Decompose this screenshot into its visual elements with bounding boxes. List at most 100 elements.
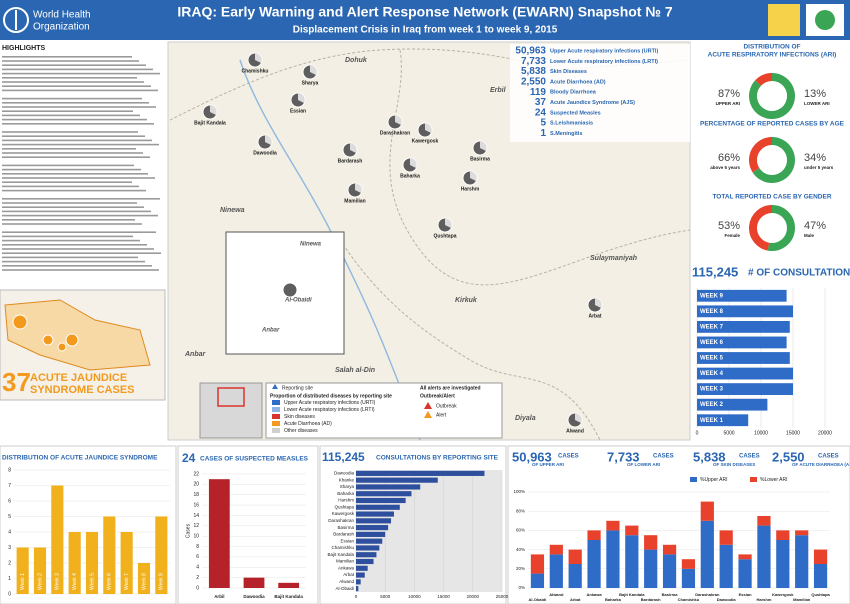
jaundice-label: SYNDROME CASES xyxy=(30,384,135,396)
category-label: Arbat xyxy=(343,572,355,577)
map-legend xyxy=(265,382,503,439)
text-line xyxy=(2,102,149,104)
total-sub: OF LOWER ARI xyxy=(627,462,660,467)
summary-label: S.Leishmaniasis xyxy=(550,121,593,127)
summary-label: Bloody Diarrhoea xyxy=(550,90,597,96)
bar-segment xyxy=(568,549,582,564)
site-pie-slice xyxy=(210,105,217,115)
text-line xyxy=(2,269,159,271)
donut-segment xyxy=(755,73,773,86)
total-count: 2,550 xyxy=(772,449,805,464)
bar xyxy=(697,367,793,380)
category-label: Week 7 xyxy=(124,573,130,590)
bar-segment xyxy=(813,549,828,564)
border xyxy=(339,239,601,441)
bar-segment xyxy=(700,501,714,521)
text-line xyxy=(2,64,146,66)
donut-category: Male xyxy=(804,233,815,238)
text-line xyxy=(2,89,158,92)
text-line xyxy=(2,219,135,221)
summary-label: Lower Acute respiratory infections (LRTI… xyxy=(550,59,658,65)
bar xyxy=(120,532,133,594)
overview-map xyxy=(199,382,263,439)
text-line xyxy=(2,239,140,242)
inset-label: Anbar xyxy=(261,328,280,334)
bar-segment xyxy=(644,549,658,588)
site-pie-slice xyxy=(395,115,402,125)
site-label: Qushtapa xyxy=(433,233,456,239)
y-tick-label: 8 xyxy=(8,467,11,473)
category-label: WEEK 3 xyxy=(700,387,724,393)
bar xyxy=(697,336,787,349)
site-label: Sharya xyxy=(302,80,319,86)
y-tick-label: 14 xyxy=(193,513,199,519)
bar-segment xyxy=(549,544,563,555)
bar xyxy=(697,398,768,411)
site-pie-slice xyxy=(425,123,432,133)
text-line xyxy=(2,198,160,200)
category-label: Alwand xyxy=(549,592,564,597)
bar xyxy=(33,547,47,594)
bar xyxy=(137,563,151,594)
total-label: CASES xyxy=(653,454,674,460)
x-tick-label: 20000 xyxy=(467,594,480,599)
header-bar xyxy=(0,0,850,40)
y-tick-label: 4 xyxy=(8,529,11,535)
bar xyxy=(356,497,406,504)
bar-segment xyxy=(530,554,545,574)
y-tick-label: 60% xyxy=(516,528,525,533)
y-tick-label: 4 xyxy=(196,565,199,571)
bar xyxy=(356,572,365,578)
category-label: Week 8 xyxy=(141,573,147,590)
bar xyxy=(356,484,421,490)
site-pie-slice xyxy=(410,158,417,168)
category-label: Arbat xyxy=(570,597,581,602)
chart-total: 24 xyxy=(182,451,196,465)
bar-segment xyxy=(644,535,658,550)
donut-title: PERCENTAGE OF REPORTED CASES BY AGE xyxy=(700,121,845,128)
site-label: Dawoodia xyxy=(253,150,277,156)
bar-segment xyxy=(813,564,828,588)
site-label: Bardarash xyxy=(338,158,363,164)
y-tick-label: 20% xyxy=(516,566,525,571)
panel-border xyxy=(507,445,850,604)
y-tick-label: 5 xyxy=(8,514,11,520)
x-tick-label: 15000 xyxy=(437,594,450,599)
legend-text: Skin diseases xyxy=(284,414,315,420)
bar xyxy=(356,504,400,510)
org-name: World Health xyxy=(33,10,91,21)
summary-count: 37 xyxy=(535,97,547,108)
bar xyxy=(356,531,386,537)
legend-text: Reporting site xyxy=(282,385,313,391)
river xyxy=(239,59,421,441)
bar-segment xyxy=(662,544,677,555)
y-tick-label: 6 xyxy=(196,554,199,560)
y-tick-label: 18 xyxy=(193,492,199,498)
site-label: Baharka xyxy=(400,173,420,179)
category-label: Khanke xyxy=(339,477,355,482)
x-tick-label: 20000 xyxy=(818,430,832,436)
region-label: Dohuk xyxy=(345,57,368,64)
y-tick-label: 2 xyxy=(196,575,199,581)
summary-count: 7,733 xyxy=(521,56,546,67)
site-label: Arbat xyxy=(588,313,601,319)
site-pie-slice xyxy=(255,53,262,63)
category-label: WEEK 1 xyxy=(700,418,724,424)
legend-swatch xyxy=(690,477,697,482)
total-label: CASES xyxy=(739,454,760,460)
chart-title: CONSULTATIONS BY REPORTING SITE xyxy=(376,455,499,462)
bar-segment xyxy=(587,540,601,588)
text-line xyxy=(2,143,159,146)
bar xyxy=(278,582,300,588)
site-label: Chamishku xyxy=(242,68,269,74)
bar-segment xyxy=(625,535,639,588)
text-line xyxy=(2,252,161,254)
bar xyxy=(697,305,793,318)
category-label: Al-Obaidi xyxy=(529,597,547,602)
total-sub: OF SKIN DISEASES xyxy=(713,462,755,467)
x-tick-label: 10000 xyxy=(408,594,421,599)
y-tick-label: 80% xyxy=(516,508,525,513)
summary-label: Upper Acute respiratory infections (URTI… xyxy=(550,48,658,54)
site-pie-slice xyxy=(480,141,487,151)
